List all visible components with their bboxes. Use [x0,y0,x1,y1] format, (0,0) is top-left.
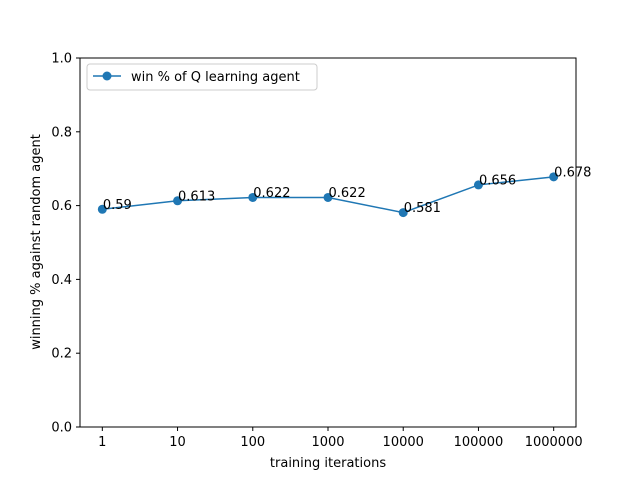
data-point [248,192,258,202]
x-tick-label: 10000 [383,435,424,450]
data-labels: 0.59 0.613 0.622 0.622 0.581 0.656 0.678 [103,165,592,216]
x-axis-label: training iterations [270,456,386,471]
axes: 0.0 0.2 0.4 0.6 0.8 1.0 1 10 100 1000 10000 100000 1… [51,52,582,451]
y-tick-label: 0.4 [51,273,72,288]
y-axis-label: winning % against random agent [29,134,44,350]
data-label: 0.678 [554,165,591,180]
data-label: 0.622 [329,186,366,201]
data-point [398,208,408,218]
y-tick-label: 0.8 [51,125,72,140]
data-label: 0.59 [103,198,132,213]
series-group [97,172,559,218]
data-label: 0.622 [253,186,290,201]
data-point [473,180,483,190]
data-label: 0.581 [404,201,441,216]
y-tick-label: 1.0 [51,52,72,67]
data-point [173,196,183,206]
x-tick-label: 10 [169,435,186,450]
y-tick-label: 0.0 [51,421,72,436]
legend-frame [86,63,318,91]
legend: win % of Q learning agent [86,63,318,91]
data-point [549,172,559,182]
data-point [97,204,107,214]
y-tick-label: 0.2 [51,347,72,362]
legend-marker-swatch [102,71,112,81]
x-tick-label: 1000 [311,435,344,450]
data-point [323,192,333,202]
x-tick-label: 100000 [454,435,504,450]
y-tick-label: 0.6 [51,199,72,214]
legend-entry: win % of Q learning agent [131,70,300,85]
x-tick-label: 1000000 [525,435,583,450]
data-label: 0.656 [479,173,516,188]
data-label: 0.613 [178,189,215,204]
x-tick-label: 100 [240,435,265,450]
x-tick-label: 1 [98,435,106,450]
